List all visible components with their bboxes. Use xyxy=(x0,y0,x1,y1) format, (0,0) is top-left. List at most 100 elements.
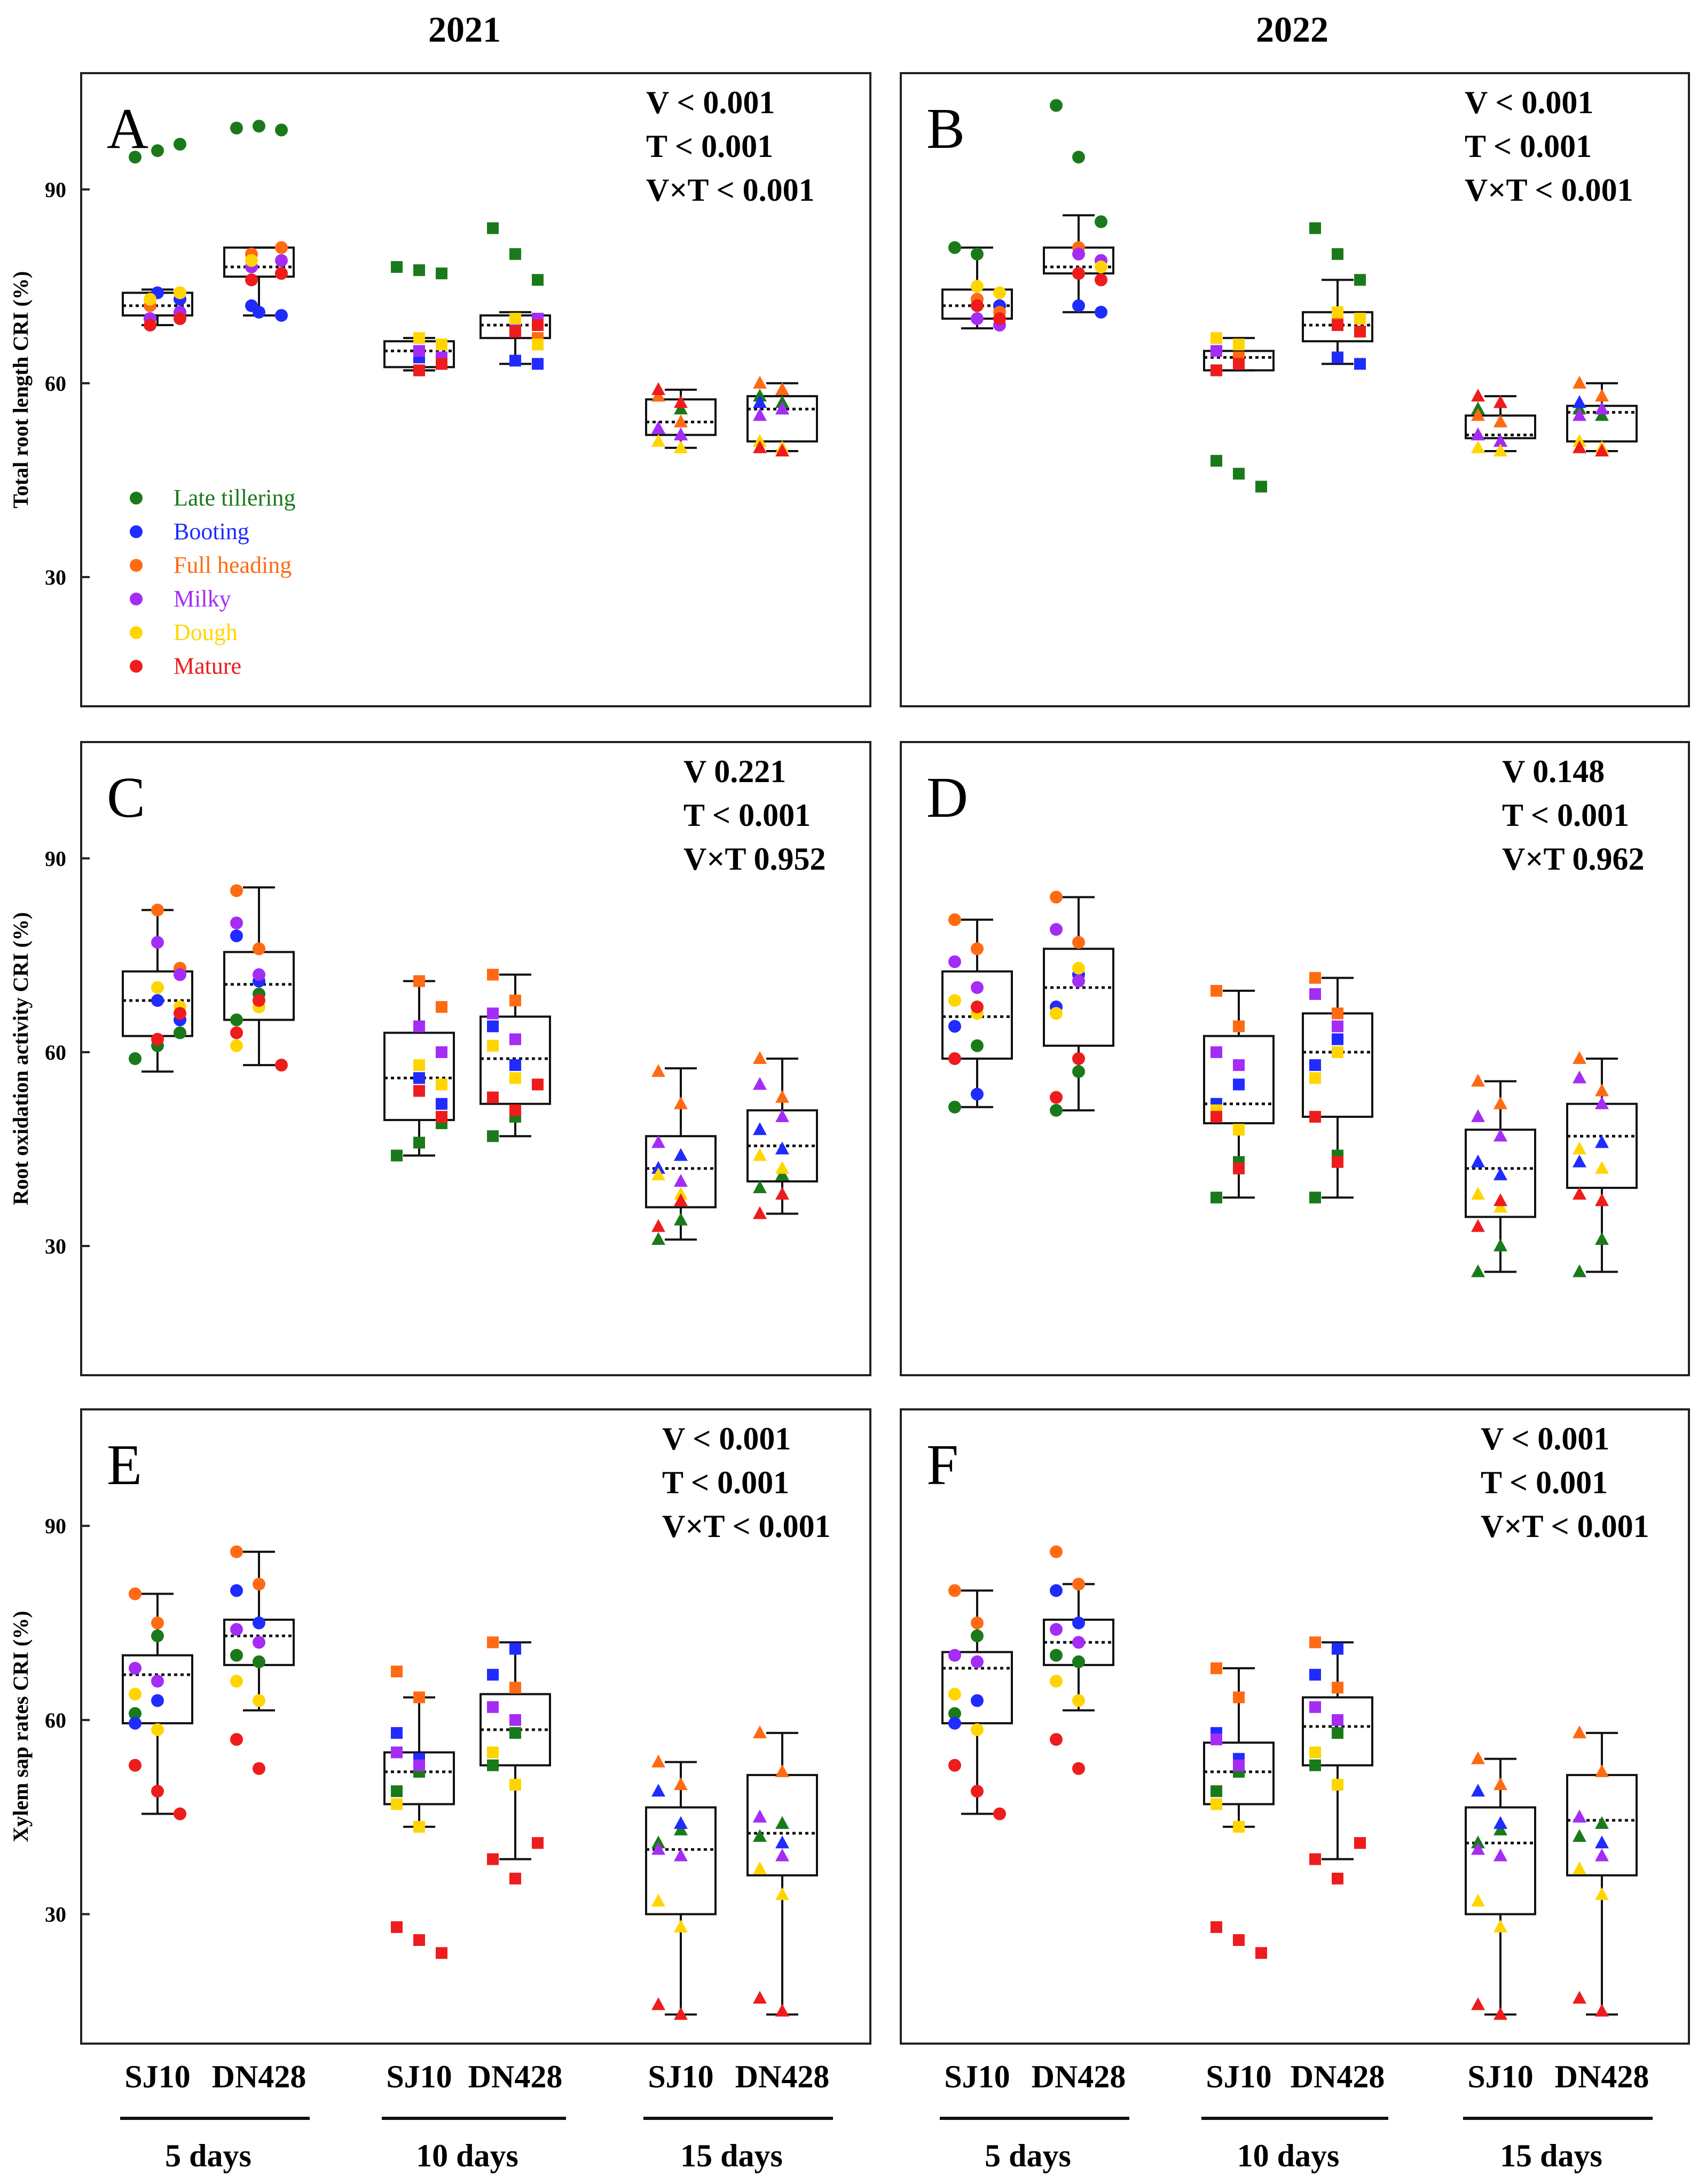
box-sj10-5-days xyxy=(941,1584,1013,1820)
data-point xyxy=(1233,1020,1245,1032)
legend-marker xyxy=(130,626,143,639)
data-point xyxy=(1072,1655,1085,1668)
data-point xyxy=(1233,1759,1245,1771)
data-point xyxy=(1309,1110,1321,1123)
stat-line: V×T < 0.001 xyxy=(646,172,815,208)
data-point xyxy=(129,1661,142,1675)
data-point xyxy=(413,1137,425,1149)
data-point xyxy=(1072,247,1085,261)
data-point xyxy=(674,1096,688,1109)
data-point xyxy=(487,1007,499,1020)
data-point xyxy=(1210,1192,1222,1204)
data-point xyxy=(753,1122,767,1136)
data-point xyxy=(391,1149,403,1162)
data-point xyxy=(1309,1192,1321,1204)
data-point xyxy=(1595,443,1609,456)
data-point xyxy=(1233,468,1245,480)
data-point xyxy=(151,1694,164,1707)
data-point xyxy=(1095,273,1107,287)
panel-F: F V < 0.001 T < 0.001 V×T < 0.001 xyxy=(900,1408,1690,2045)
data-point xyxy=(674,1919,688,1933)
data-point xyxy=(151,1723,164,1737)
data-point xyxy=(971,1000,984,1014)
data-point xyxy=(230,1026,243,1039)
category-label: SJ10 xyxy=(1467,2059,1533,2094)
data-point xyxy=(753,375,767,389)
data-point xyxy=(230,1649,243,1662)
data-point xyxy=(436,1046,447,1058)
data-point xyxy=(1354,312,1366,325)
y-tick-label: 90 xyxy=(45,178,66,202)
data-point xyxy=(651,1784,665,1797)
panels: 30 60 90 Total root length CRI (%) A V < 0.00… xyxy=(9,72,1690,2045)
stat-line: T < 0.001 xyxy=(1481,1465,1608,1500)
box-dn428-10-days xyxy=(1302,1636,1373,1885)
data-point xyxy=(1332,306,1343,318)
panel-letter: C xyxy=(107,766,145,830)
data-point xyxy=(971,1723,984,1737)
data-point xyxy=(230,1039,243,1052)
data-point xyxy=(174,1026,186,1039)
box-sj10-10-days xyxy=(1203,1662,1275,1959)
data-point xyxy=(436,267,447,280)
data-point xyxy=(1072,1617,1085,1630)
data-point xyxy=(775,1090,789,1103)
data-point xyxy=(487,1746,499,1759)
year-label-2021: 2021 xyxy=(428,9,501,50)
data-point xyxy=(509,312,521,325)
data-point xyxy=(1595,1232,1609,1245)
data-point xyxy=(1050,1007,1063,1020)
data-point xyxy=(674,1193,688,1207)
data-point xyxy=(391,1727,403,1739)
data-point xyxy=(1095,215,1107,228)
data-point xyxy=(1309,1669,1321,1681)
data-point xyxy=(948,955,961,968)
data-point xyxy=(1233,1124,1245,1136)
data-point xyxy=(1573,1809,1586,1823)
data-point xyxy=(487,1853,499,1865)
data-point xyxy=(509,1059,521,1071)
y-tick-label: 90 xyxy=(45,847,66,871)
panel-E: 30 60 90 Xylem sap rates CRI (%) E V < 0.001 T… xyxy=(9,1408,871,2045)
data-point xyxy=(651,1754,665,1768)
category-label: SJ10 xyxy=(1206,2059,1271,2094)
data-point xyxy=(1050,99,1063,112)
data-point xyxy=(1493,1129,1507,1142)
data-point xyxy=(1210,1110,1222,1123)
data-point xyxy=(413,264,425,277)
data-point xyxy=(674,1148,688,1161)
data-point xyxy=(948,1707,961,1720)
data-point xyxy=(1595,1848,1609,1862)
data-point xyxy=(230,1623,243,1636)
box-body xyxy=(1203,1741,1275,1805)
stat-line: T < 0.001 xyxy=(646,129,773,164)
legend-marker xyxy=(130,525,143,538)
data-point xyxy=(1332,1727,1343,1739)
data-point xyxy=(775,1187,789,1200)
data-point xyxy=(753,1077,767,1090)
data-point xyxy=(413,1820,425,1833)
stat-line: V×T < 0.001 xyxy=(1465,172,1633,208)
data-point xyxy=(1354,274,1366,286)
y-axis-label: Total root length CRI (%) xyxy=(9,271,33,508)
data-point xyxy=(1471,1187,1485,1200)
data-point xyxy=(1050,1733,1063,1746)
data-point xyxy=(391,1746,403,1759)
data-point xyxy=(413,1085,425,1097)
data-point xyxy=(651,421,665,434)
data-point xyxy=(1309,988,1321,1000)
panel-D: D V 0.148 T < 0.001 V×T 0.962 xyxy=(900,741,1690,1376)
data-point xyxy=(1095,305,1107,319)
data-point xyxy=(775,1161,789,1174)
category-label: DN428 xyxy=(468,2059,563,2094)
data-point xyxy=(230,1013,243,1027)
data-point xyxy=(245,299,258,312)
data-point xyxy=(151,994,164,1007)
data-point xyxy=(275,123,288,137)
data-point xyxy=(1309,1636,1321,1649)
data-point xyxy=(775,1835,789,1849)
data-point xyxy=(391,261,403,273)
category-label: SJ10 xyxy=(386,2059,452,2094)
data-point xyxy=(1050,1649,1063,1662)
